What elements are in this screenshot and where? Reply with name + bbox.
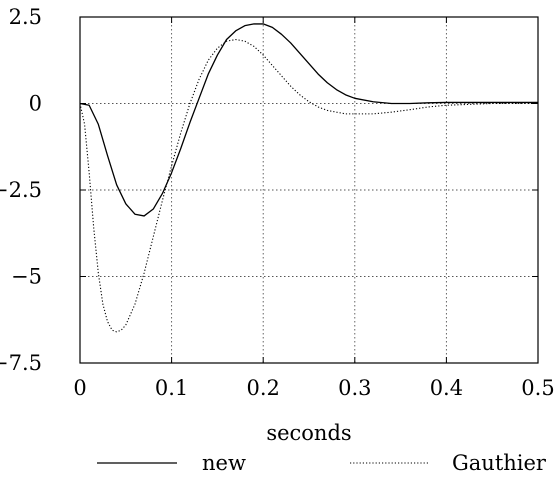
- y-tick-label: 0: [29, 92, 42, 116]
- x-axis-title: seconds: [266, 421, 351, 445]
- x-tick-label: 0.2: [246, 376, 279, 400]
- series-line-gauthier: [79, 38, 538, 333]
- series-layer: [79, 23, 538, 333]
- x-tick-label: 0.3: [338, 376, 371, 400]
- tick-layer: 0 0.1 0.2 0.3 0.4 0.5 2.5 0 −2.5 −5 −7.5: [0, 5, 554, 400]
- grid-layer: [80, 17, 538, 363]
- x-tick-label: 0.1: [155, 376, 188, 400]
- legend-label-new: new: [202, 451, 246, 475]
- y-tick-label: −2.5: [0, 178, 42, 202]
- legend: new Gauthier: [97, 451, 547, 475]
- legend-label-gauthier: Gauthier: [452, 451, 547, 475]
- y-tick-label: −7.5: [0, 351, 42, 375]
- x-tick-label: 0.5: [521, 376, 554, 400]
- y-tick-label: 2.5: [9, 5, 42, 29]
- series-line-new: [79, 23, 538, 217]
- x-tick-label: 0: [73, 376, 86, 400]
- y-tick-label: −5: [11, 265, 42, 289]
- x-tick-label: 0.4: [430, 376, 463, 400]
